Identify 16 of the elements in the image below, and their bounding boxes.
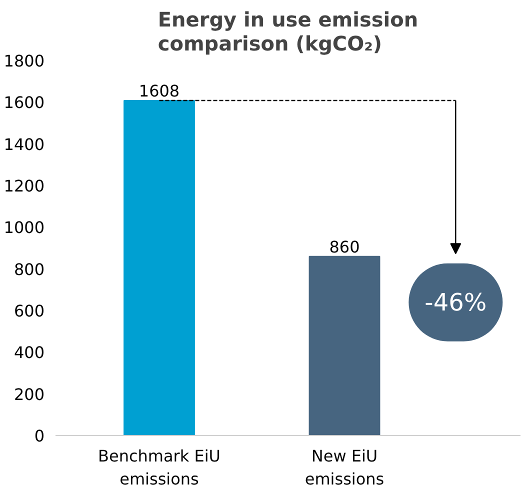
chart-title: Energy in use emission comparison (kgCO₂)	[158, 8, 418, 56]
y-tick-label: 1000	[4, 218, 44, 238]
x-tick-label: Benchmark EiU emissions	[98, 446, 220, 488]
y-tick-label: 1800	[4, 52, 44, 70]
y-tick-label: 600	[14, 302, 45, 320]
y-tick-label: 200	[14, 384, 45, 404]
y-tick-label: 800	[14, 260, 45, 279]
annotation: -46%	[424, 288, 487, 316]
data-label: 1608	[138, 82, 180, 100]
y-tick-label: 0	[34, 426, 45, 446]
y-tick-label: 1400	[4, 134, 44, 154]
y-tick-label: 400	[14, 343, 45, 362]
y-tick-label: 1600	[4, 93, 44, 112]
y-tick-label: 1200	[4, 176, 44, 196]
data-label: 860	[329, 237, 360, 256]
x-tick-label: New EiU emissions	[304, 446, 384, 488]
